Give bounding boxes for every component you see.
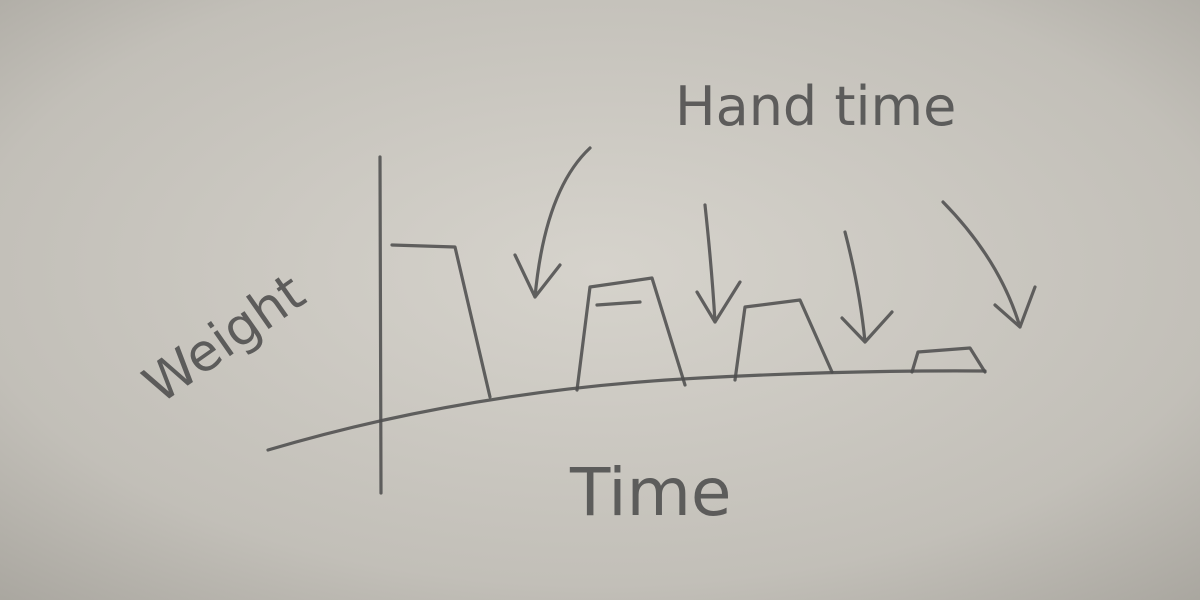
arrow <box>941 200 1037 329</box>
x-axis-label: Time <box>569 454 732 531</box>
y-axis <box>378 155 383 495</box>
arrow <box>695 203 742 324</box>
weight-block <box>575 276 687 392</box>
arrow <box>513 146 592 299</box>
weight-block-detail <box>595 300 642 307</box>
arrow <box>840 230 894 344</box>
weight-block <box>733 298 834 382</box>
weight-block <box>390 243 492 399</box>
annotation: Hand time <box>675 75 956 138</box>
x-axis <box>266 369 987 452</box>
weight-block <box>910 346 987 374</box>
